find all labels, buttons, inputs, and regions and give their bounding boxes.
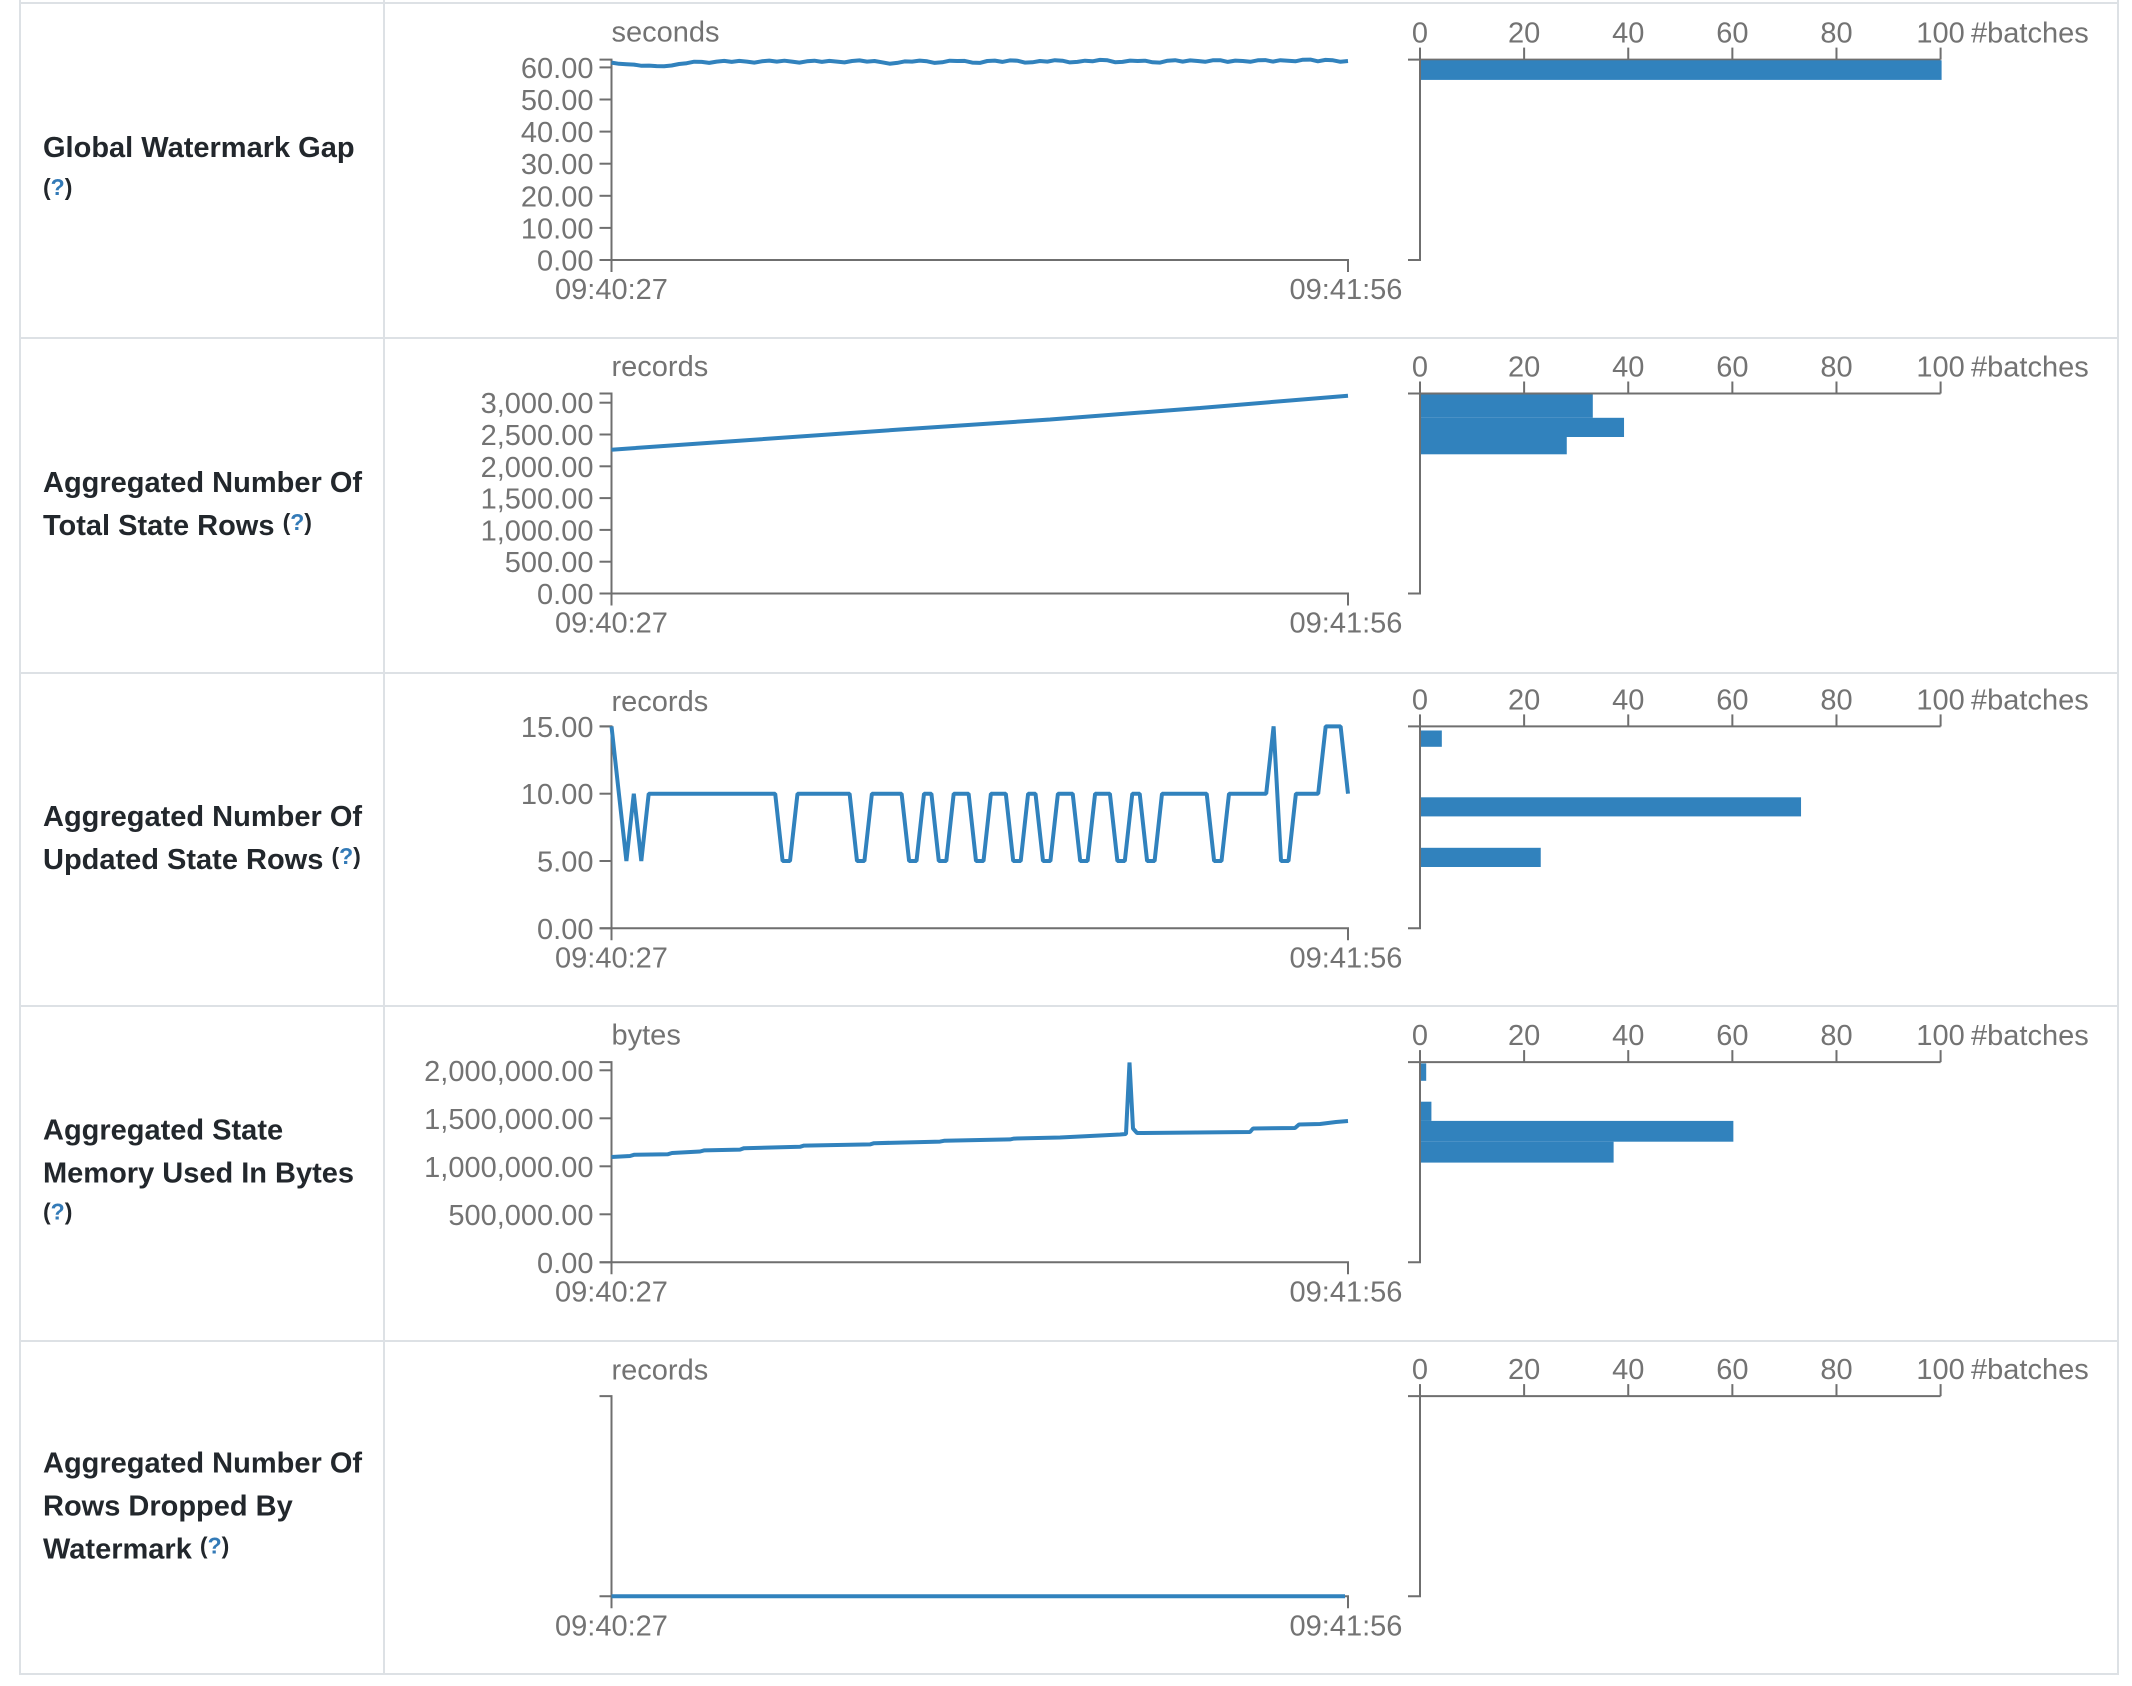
svg-text:records: records [612,686,709,718]
svg-text:20: 20 [1508,18,1540,50]
svg-text:09:40:27: 09:40:27 [555,942,668,974]
svg-text:09:40:27: 09:40:27 [555,1610,668,1642]
svg-text:500.00: 500.00 [505,547,594,579]
svg-text:100: 100 [1916,1020,1964,1052]
svg-text:20: 20 [1508,1354,1540,1386]
svg-text:1,500,000.00: 1,500,000.00 [424,1104,593,1136]
svg-text:100: 100 [1916,684,1964,716]
svg-text:40: 40 [1612,1354,1644,1386]
svg-text:0.00: 0.00 [537,246,593,278]
svg-text:1,000,000.00: 1,000,000.00 [424,1152,593,1184]
svg-text:09:41:56: 09:41:56 [1290,274,1403,306]
svg-text:0: 0 [1412,352,1428,384]
svg-text:60: 60 [1716,1020,1748,1052]
svg-text:#batches: #batches [1971,1020,2089,1052]
svg-text:0.00: 0.00 [537,914,593,946]
svg-text:1,500.00: 1,500.00 [481,484,594,516]
svg-text:40: 40 [1612,1020,1644,1052]
svg-text:2,500.00: 2,500.00 [481,420,594,452]
svg-text:10.00: 10.00 [521,779,594,811]
svg-text:20: 20 [1508,1020,1540,1052]
svg-text:30.00: 30.00 [521,149,594,181]
svg-text:60: 60 [1716,1354,1748,1386]
svg-text:09:40:27: 09:40:27 [555,1276,668,1308]
svg-text:0.00: 0.00 [537,1248,593,1280]
svg-text:09:41:56: 09:41:56 [1290,1276,1403,1308]
svg-text:#batches: #batches [1971,684,2089,716]
svg-text:15.00: 15.00 [521,712,594,744]
svg-text:40: 40 [1612,18,1644,50]
svg-text:0: 0 [1412,1020,1428,1052]
svg-text:0.00: 0.00 [537,579,593,611]
svg-text:100: 100 [1916,352,1964,384]
svg-text:100: 100 [1916,1354,1964,1386]
svg-text:40: 40 [1612,684,1644,716]
svg-text:40: 40 [1612,352,1644,384]
svg-text:3,000.00: 3,000.00 [481,388,594,420]
svg-text:bytes: bytes [612,1020,681,1052]
svg-text:1,000.00: 1,000.00 [481,515,594,547]
svg-text:80: 80 [1820,684,1852,716]
svg-text:500,000.00: 500,000.00 [448,1200,593,1232]
svg-text:#batches: #batches [1971,18,2089,50]
svg-text:09:41:56: 09:41:56 [1290,608,1403,640]
svg-text:0: 0 [1412,1354,1428,1386]
svg-text:2,000.00: 2,000.00 [481,452,594,484]
svg-text:09:41:56: 09:41:56 [1290,942,1403,974]
svg-text:20: 20 [1508,684,1540,716]
svg-text:20.00: 20.00 [521,181,594,213]
svg-text:80: 80 [1820,1020,1852,1052]
svg-text:60: 60 [1716,18,1748,50]
svg-text:#batches: #batches [1971,1354,2089,1386]
svg-text:seconds: seconds [612,17,720,49]
svg-text:10.00: 10.00 [521,213,594,245]
svg-text:records: records [612,351,709,383]
svg-text:80: 80 [1820,18,1852,50]
svg-text:80: 80 [1820,352,1852,384]
svg-text:80: 80 [1820,1354,1852,1386]
svg-text:0: 0 [1412,684,1428,716]
svg-text:40.00: 40.00 [521,117,594,149]
svg-text:09:40:27: 09:40:27 [555,608,668,640]
svg-text:60.00: 60.00 [521,53,594,85]
svg-text:20: 20 [1508,352,1540,384]
svg-text:#batches: #batches [1971,352,2089,384]
svg-text:5.00: 5.00 [537,847,593,879]
svg-text:0: 0 [1412,18,1428,50]
svg-text:60: 60 [1716,352,1748,384]
svg-text:09:40:27: 09:40:27 [555,274,668,306]
svg-text:records: records [612,1355,709,1387]
svg-text:100: 100 [1916,18,1964,50]
svg-text:09:41:56: 09:41:56 [1290,1610,1403,1642]
svg-text:50.00: 50.00 [521,85,594,117]
svg-text:2,000,000.00: 2,000,000.00 [424,1056,593,1088]
svg-text:60: 60 [1716,684,1748,716]
